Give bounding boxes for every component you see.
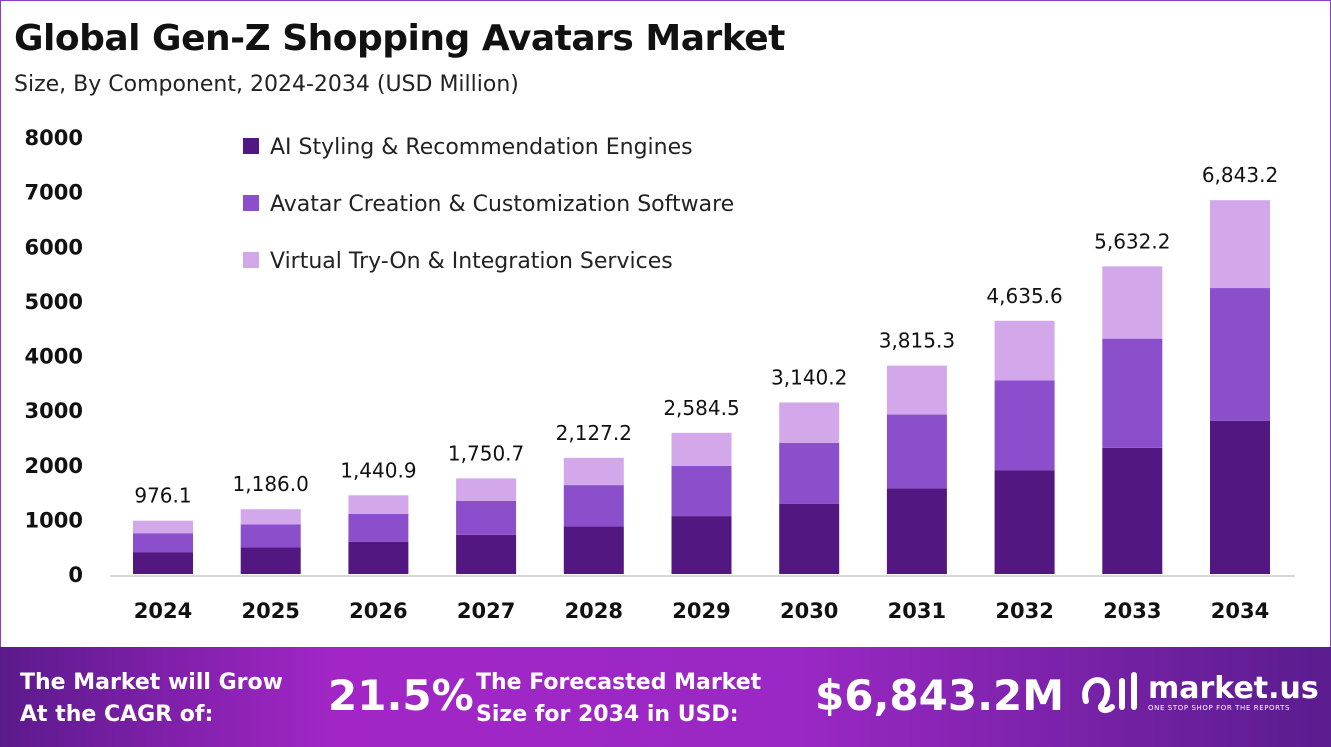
bar-segment-2030-1 [779,442,840,504]
total-label: 6,843.2 [1202,163,1278,187]
y-tick-label: 2000 [25,454,83,478]
bar-segment-2031-0 [886,488,947,574]
x-tick-label: 2029 [672,599,730,623]
bar-segment-2029-0 [671,516,732,574]
bar-segment-2024-2 [133,520,193,534]
x-tick-label: 2024 [134,599,192,623]
total-label: 976.1 [134,484,191,508]
bar-segment-2034-1 [1210,288,1270,421]
logo-text: market.us [1148,671,1319,706]
total-label: 2,127.2 [556,421,632,445]
bar-segment-2034-0 [1210,420,1270,574]
x-tick-label: 2033 [1103,599,1161,623]
logo-tagline: ONE STOP SHOP FOR THE REPORTS [1148,704,1291,712]
bar-segment-2033-0 [1102,447,1163,574]
forecast-value: $6,843.2M [815,671,1065,720]
legend-label: AI Styling & Recommendation Engines [270,135,693,160]
total-label: 2,584.5 [663,396,739,420]
footer-banner: The Market will Grow At the CAGR of: 21.… [0,647,1331,747]
bar-segment-2025-1 [240,524,301,548]
bar-segment-2028-1 [563,485,624,527]
bar-segment-2025-2 [240,509,301,525]
bar-segment-2032-1 [994,380,1055,471]
legend-swatch [243,195,259,211]
x-tick-label: 2031 [888,599,946,623]
chart-title: Global Gen-Z Shopping Avatars Market [14,18,785,59]
total-label: 1,440.9 [340,458,416,482]
legend-swatch [243,252,259,268]
market-us-logo: market.us ONE STOP SHOP FOR THE REPORTS [1080,671,1319,715]
x-tick-label: 2028 [565,599,623,623]
x-tick-label: 2032 [995,599,1053,623]
bar-segment-2026-1 [348,513,409,542]
y-tick-label: 8000 [25,126,83,150]
stacked-bar-chart: 0 1000 2000 3000 4000 5000 6000 7000 8000 976.1 20… [25,126,1295,623]
cagr-label: The Market will Grow At the CAGR of: [20,667,283,731]
bar-segment-2028-0 [563,526,624,574]
bar-segment-2026-2 [348,495,409,514]
bar-segment-2027-0 [456,534,517,574]
x-tick-label: 2030 [780,599,838,623]
y-tick-label: 3000 [25,399,83,423]
bar-segment-2031-2 [886,365,947,415]
bar-segment-2034-2 [1210,200,1270,289]
bar-segment-2025-0 [240,547,301,574]
bar-segment-2029-1 [671,466,732,517]
legend-label: Virtual Try-On & Integration Services [270,249,673,274]
bar-segment-2033-2 [1102,266,1163,339]
forecast-label-line1: The Forecasted Market [476,670,762,695]
legend-swatch [243,138,259,154]
bar-segment-2032-2 [994,320,1055,381]
y-tick-label: 6000 [25,235,83,259]
bar-segment-2024-1 [133,533,193,553]
x-tick-label: 2027 [457,599,515,623]
bar-segment-2029-2 [671,432,732,467]
bar-segment-2026-0 [348,541,409,574]
x-tick-label: 2026 [349,599,407,623]
legend-label: Avatar Creation & Customization Software [270,192,734,217]
logo-icon [1082,672,1137,714]
x-tick-label: 2034 [1211,599,1269,623]
forecast-label: The Forecasted Market Size for 2034 in U… [476,667,761,731]
bar-segment-2024-0 [133,552,193,574]
total-label: 5,632.2 [1094,229,1170,253]
total-label: 4,635.6 [986,284,1062,308]
bar-segment-2033-1 [1102,338,1163,448]
total-label: 1,750.7 [448,441,524,465]
y-tick-label: 0 [68,563,83,587]
total-label: 3,815.3 [879,329,955,353]
forecast-label-line2: Size for 2034 in USD: [476,702,739,727]
bar-segment-2027-2 [456,478,517,501]
cagr-value: 21.5% [328,671,474,720]
cagr-label-line2: At the CAGR of: [20,702,214,727]
cagr-label-line1: The Market will Grow [20,670,283,695]
bar-segment-2027-1 [456,500,517,535]
bar-segment-2030-2 [779,402,840,443]
bar-segment-2032-0 [994,470,1055,574]
y-tick-label: 4000 [25,345,83,369]
bar-segment-2028-2 [563,457,624,486]
x-tick-label: 2025 [241,599,299,623]
total-label: 3,140.2 [771,365,847,389]
y-tick-label: 5000 [25,290,83,314]
bar-segment-2031-1 [886,414,947,489]
y-tick-label: 1000 [25,508,83,532]
chart-subtitle: Size, By Component, 2024-2034 (USD Milli… [14,72,519,97]
bar-segment-2030-0 [779,503,840,574]
y-tick-label: 7000 [25,181,83,205]
total-label: 1,186.0 [233,472,309,496]
